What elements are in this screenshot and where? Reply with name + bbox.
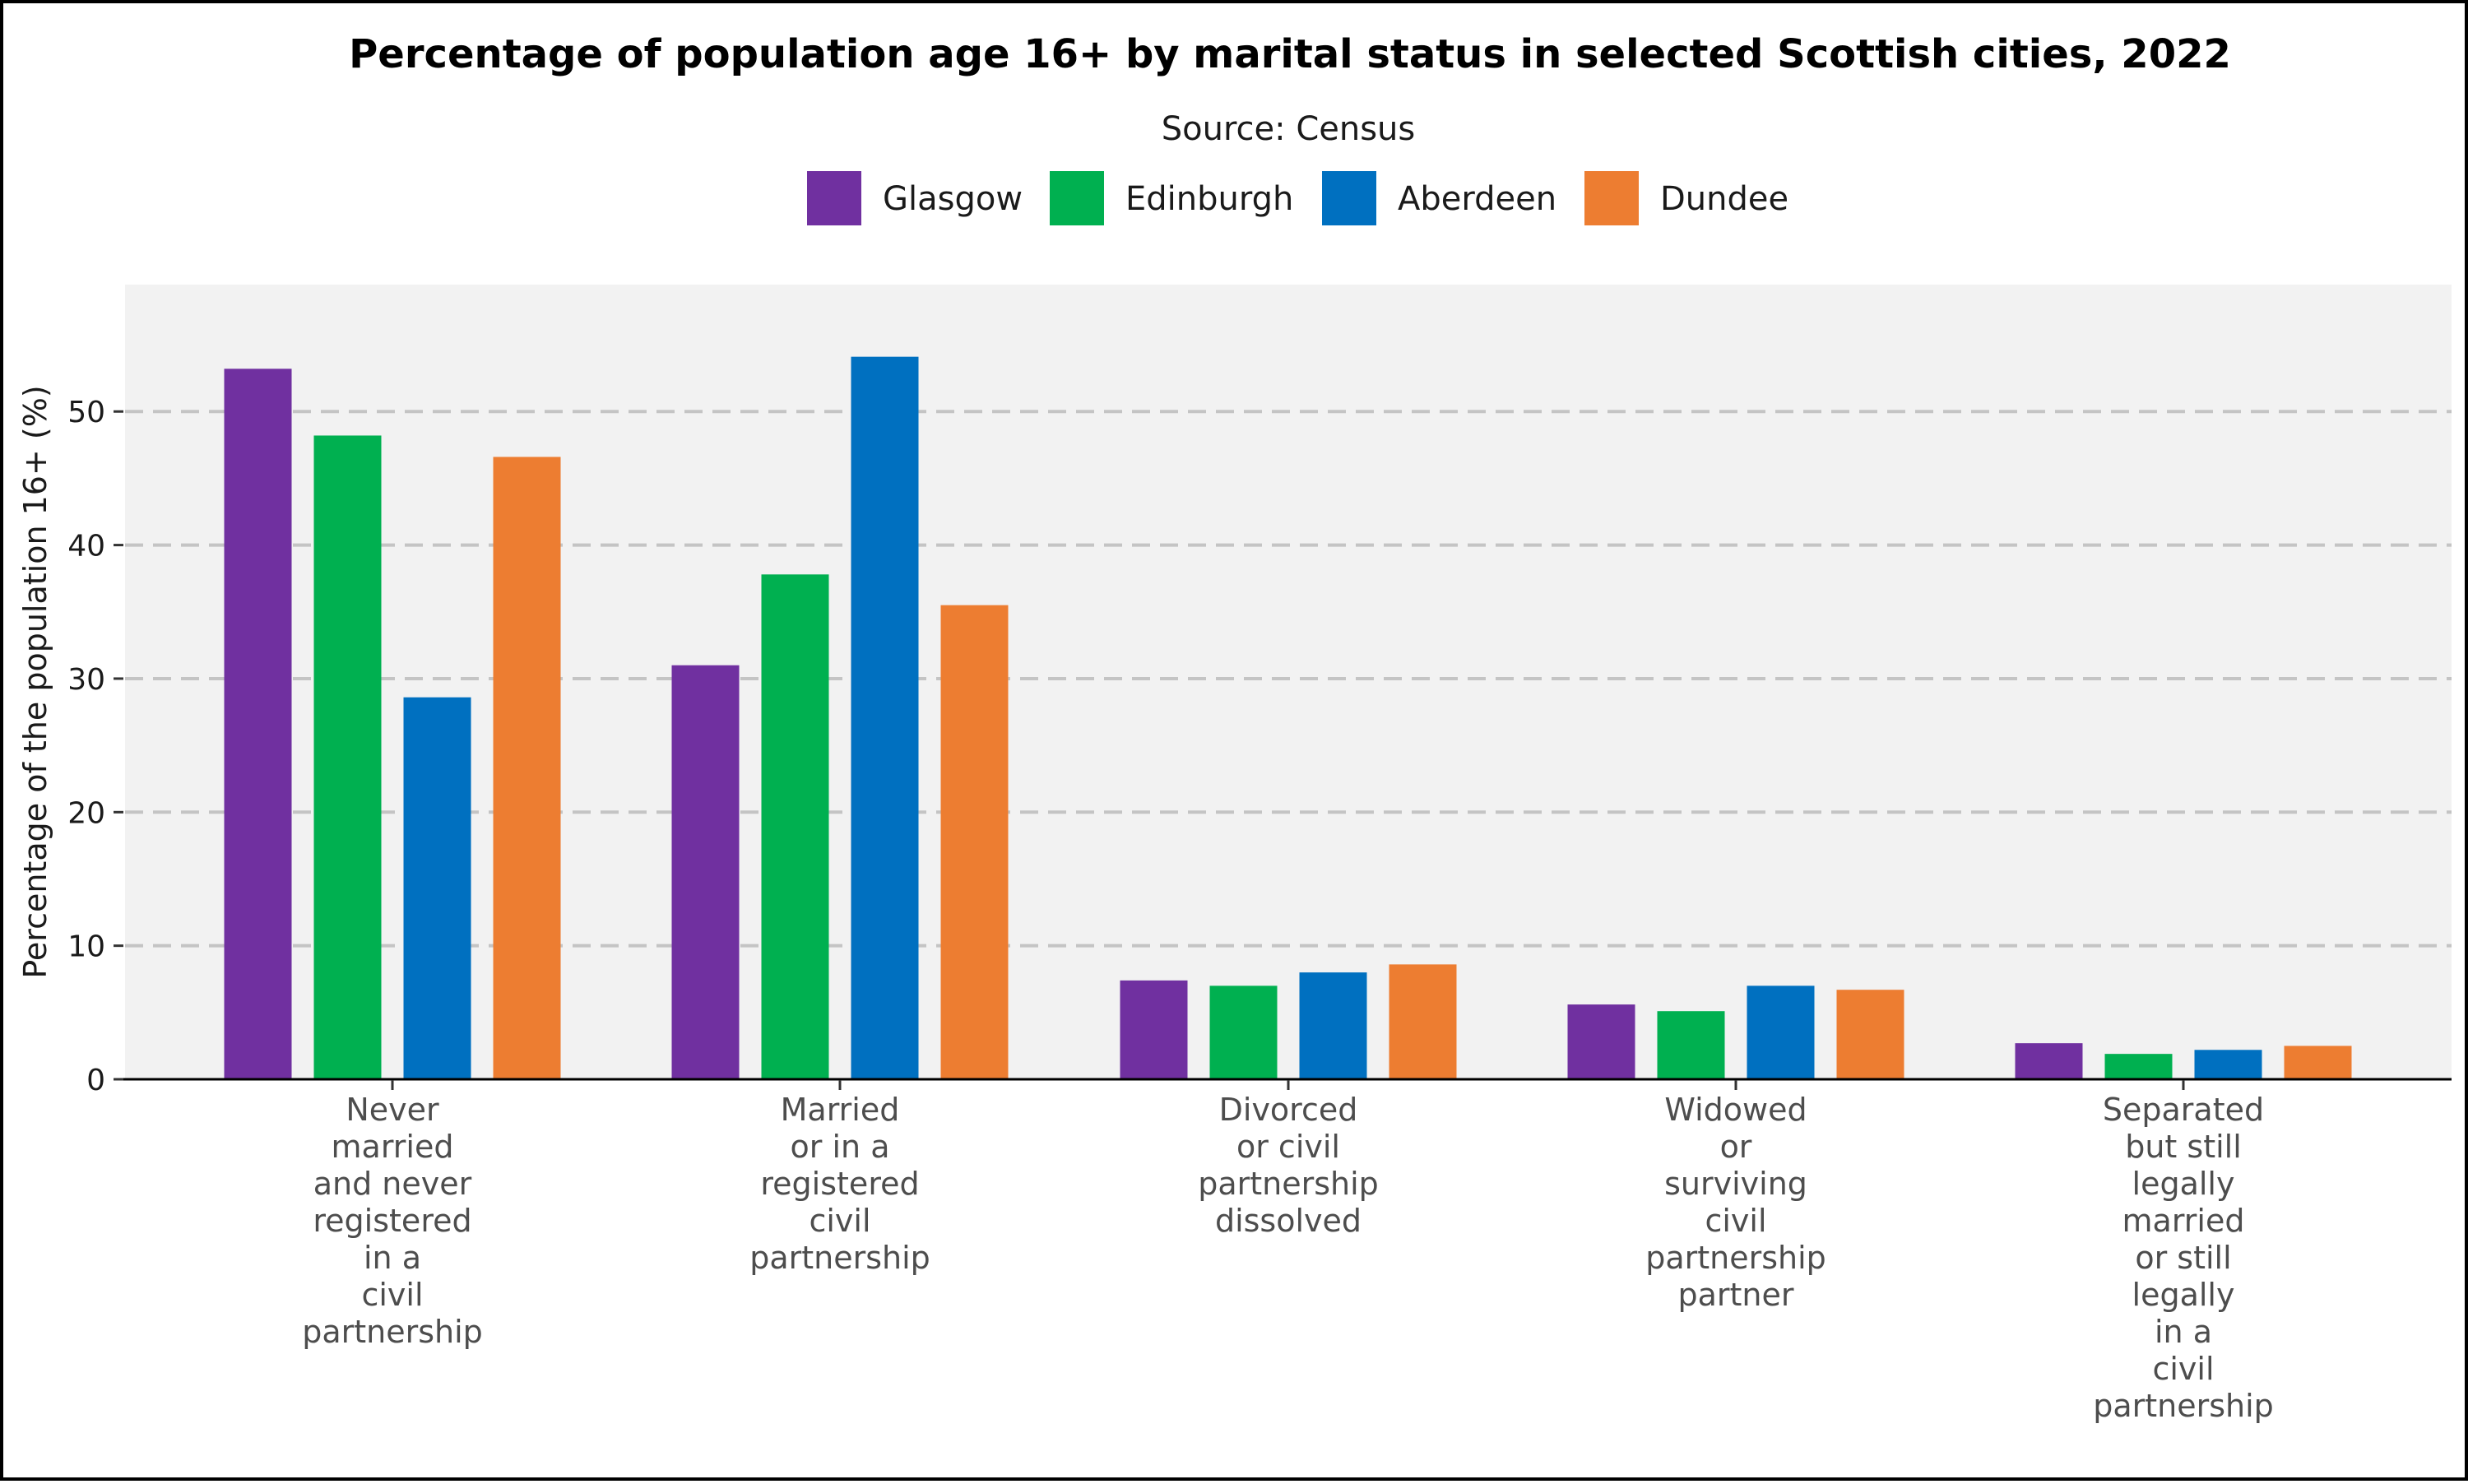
bar-aberdeen-1: [851, 356, 919, 1079]
x-tick-label-line: partnership: [1198, 1166, 1379, 1202]
chart-title: Percentage of population age 16+ by mari…: [349, 31, 2231, 77]
y-tick-label: 10: [67, 930, 105, 964]
bar-dundee-1: [940, 605, 1009, 1079]
x-tick-label-line: and never: [313, 1166, 472, 1202]
x-tick-label-line: Never: [346, 1092, 439, 1128]
bars: [224, 356, 2352, 1079]
legend-item-dundee: Dundee: [1584, 171, 1788, 225]
x-tick-label-line: partner: [1677, 1277, 1793, 1313]
x-tick-label-line: civil: [361, 1277, 423, 1313]
y-tick-label: 0: [86, 1064, 105, 1097]
bar-glasgow-2: [1120, 980, 1188, 1079]
x-tick-label-line: or: [1720, 1129, 1752, 1165]
bar-aberdeen-3: [1747, 985, 1815, 1079]
legend-label: Edinburgh: [1125, 180, 1293, 218]
x-tick-label-line: partnership: [1645, 1240, 1826, 1276]
legend-swatch: [1050, 171, 1104, 225]
x-tick-label-line: or civil: [1236, 1129, 1340, 1165]
bar-glasgow-0: [224, 369, 292, 1079]
x-tick-label-line: surviving: [1664, 1166, 1807, 1202]
x-tick-label-line: civil: [809, 1203, 870, 1239]
bar-aberdeen-0: [403, 697, 471, 1079]
legend-swatch: [807, 171, 861, 225]
bar-aberdeen-4: [2194, 1050, 2262, 1079]
x-tick-label-line: partnership: [749, 1240, 930, 1276]
plot-background: [125, 285, 2452, 1079]
legend-item-aberdeen: Aberdeen: [1322, 171, 1556, 225]
legend-label: Dundee: [1660, 180, 1788, 218]
bar-chart: Percentage of population age 16+ by mari…: [17, 31, 2452, 1424]
bar-aberdeen-2: [1299, 972, 1367, 1079]
x-tick-label-line: legally: [2132, 1277, 2235, 1313]
legend-label: Glasgow: [883, 180, 1023, 218]
chart-subtitle: Source: Census: [1162, 110, 1416, 148]
legend: Glasgow Edinburgh Aberdeen Dundee: [807, 171, 1788, 225]
x-tick-label-line: Divorced: [1219, 1092, 1358, 1128]
y-tick-label: 20: [67, 796, 105, 830]
x-tick-label-line: but still: [2125, 1129, 2242, 1165]
x-tick-label-line: or still: [2135, 1240, 2231, 1276]
x-tick-label-line: Married: [781, 1092, 900, 1128]
x-tick-label-line: in a: [2155, 1314, 2212, 1350]
legend-swatch: [1322, 171, 1376, 225]
x-tick-label-line: partnership: [302, 1314, 483, 1350]
bar-edinburgh-2: [1209, 985, 1278, 1079]
x-tick-label-line: registered: [760, 1166, 919, 1202]
x-tick-label-line: registered: [313, 1203, 471, 1239]
x-tick-label-line: Separated: [2103, 1092, 2264, 1128]
bar-dundee-3: [1836, 990, 1904, 1079]
grid-lines: [125, 410, 2452, 948]
bar-edinburgh-4: [2104, 1054, 2173, 1079]
bar-dundee-2: [1389, 964, 1457, 1079]
x-tick-label-line: civil: [1705, 1203, 1766, 1239]
y-axis-label: Percentage of the population 16+ (%): [17, 385, 53, 978]
x-tick-label-line: dissolved: [1215, 1203, 1362, 1239]
legend-item-glasgow: Glasgow: [807, 171, 1023, 225]
bar-dundee-4: [2284, 1046, 2352, 1079]
bar-edinburgh-3: [1657, 1011, 1725, 1079]
bar-dundee-0: [493, 457, 561, 1079]
bar-glasgow-4: [2015, 1043, 2083, 1079]
bar-edinburgh-1: [761, 574, 829, 1079]
x-tick-label-3: Widowedorsurvivingcivilpartnershippartne…: [1645, 1092, 1826, 1313]
x-tick-label-line: or in a: [791, 1129, 890, 1165]
x-tick-label-line: married: [332, 1129, 454, 1165]
x-tick-label-line: Widowed: [1664, 1092, 1807, 1128]
y-tick-label: 40: [67, 530, 105, 563]
bar-edinburgh-0: [313, 435, 382, 1079]
x-tick-label-line: married: [2122, 1203, 2245, 1239]
y-axis-ticks: 0 10 20 30 40 50: [67, 396, 123, 1097]
x-tick-label-line: in a: [364, 1240, 421, 1276]
x-tick-label-line: partnership: [2093, 1388, 2274, 1424]
legend-swatch: [1584, 171, 1639, 225]
x-tick-label-line: legally: [2132, 1166, 2235, 1202]
bar-glasgow-3: [1567, 1004, 1635, 1079]
y-tick-label: 30: [67, 663, 105, 697]
legend-label: Aberdeen: [1398, 180, 1556, 218]
y-tick-label: 50: [67, 396, 105, 429]
x-tick-label-line: civil: [2152, 1351, 2214, 1387]
legend-item-edinburgh: Edinburgh: [1050, 171, 1293, 225]
bar-glasgow-1: [671, 665, 740, 1079]
